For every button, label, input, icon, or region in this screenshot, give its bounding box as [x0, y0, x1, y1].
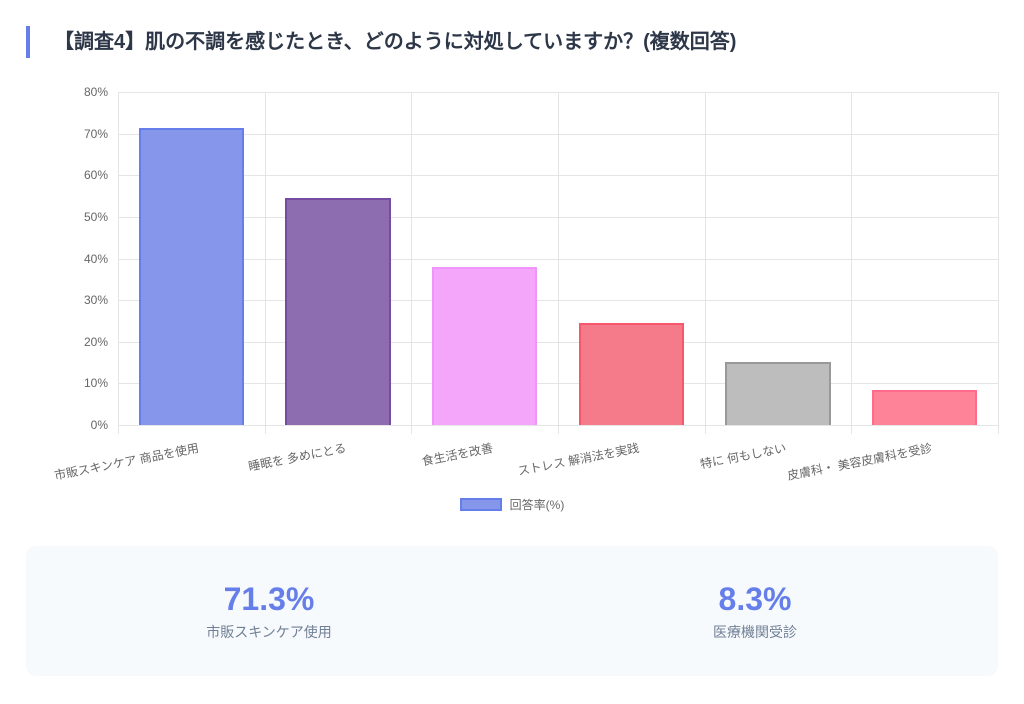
- gridline: [851, 92, 853, 434]
- y-tick-label: 80%: [83, 85, 108, 99]
- x-tick-label: 特に 何もしない: [698, 440, 788, 472]
- stat-value: 8.3%: [718, 581, 792, 617]
- y-tick-label: 10%: [83, 376, 108, 391]
- bar-3[interactable]: [431, 266, 538, 425]
- legend-label: 回答率(%): [509, 498, 565, 512]
- bar-6[interactable]: [871, 390, 978, 425]
- stats-panel: 71.3% 市販スキンケア使用 8.3% 医療機関受診: [26, 546, 998, 676]
- chart-legend[interactable]: 回答率(%): [0, 496, 1024, 513]
- y-tick-label: 20%: [83, 334, 108, 349]
- page-title: 【調査4】肌の不調を感じたとき、どのように対処していますか？(複数回答): [26, 26, 736, 58]
- bar-4[interactable]: [578, 323, 685, 425]
- stat-medical: 8.3% 医療機関受診: [512, 546, 998, 676]
- x-tick-label: 皮膚科・ 美容皮膚科を受診: [786, 440, 934, 483]
- stat-label: 市販スキンケア使用: [206, 624, 332, 640]
- y-tick-label: 50%: [83, 209, 108, 224]
- gridline: [704, 92, 706, 434]
- x-tick-label: ストレス 解消法を実践: [516, 440, 641, 479]
- gridline: [118, 92, 119, 434]
- x-tick-label: 睡眠を 多めにとる: [246, 440, 348, 474]
- gridline: [411, 92, 413, 434]
- stat-label: 医療機関受診: [713, 624, 797, 640]
- x-tick-label: 市販スキンケア 商品を使用: [53, 440, 201, 483]
- bar-5[interactable]: [725, 362, 831, 425]
- y-tick-label: 60%: [83, 168, 108, 183]
- stat-value: 71.3%: [223, 581, 315, 617]
- stat-skincare: 71.3% 市販スキンケア使用: [26, 546, 512, 676]
- y-tick-label: 70%: [83, 126, 108, 141]
- y-tick-label: 0%: [90, 418, 108, 432]
- gridline: [998, 92, 999, 434]
- x-tick-label: 食生活を改善: [420, 440, 494, 469]
- gridline: [558, 92, 559, 434]
- y-tick-label: 40%: [83, 251, 108, 266]
- y-tick-label: 30%: [83, 293, 108, 308]
- bar-1[interactable]: [138, 128, 245, 425]
- bar-2[interactable]: [285, 197, 391, 425]
- legend-swatch: [459, 498, 502, 511]
- gridline: [264, 92, 266, 434]
